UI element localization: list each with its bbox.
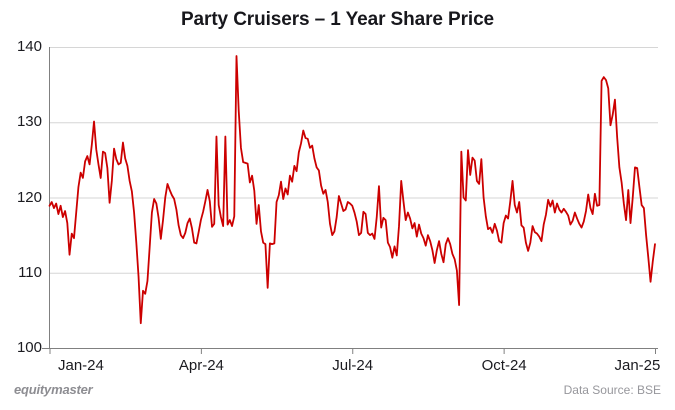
axes-group bbox=[42, 47, 658, 349]
x-tick-label: Jul-24 bbox=[332, 357, 374, 374]
brand-watermark: equitymaster bbox=[14, 382, 93, 397]
y-tick-label: 110 bbox=[18, 263, 42, 281]
y-tick-label: 100 bbox=[16, 339, 42, 356]
chart-title: Party Cruisers – 1 Year Share Price bbox=[180, 9, 495, 30]
x-tick-label: Jan-24 bbox=[58, 357, 104, 374]
data-source-label: Data Source: BSE bbox=[563, 383, 661, 397]
y-tick-label: 130 bbox=[16, 113, 42, 131]
x-tick-marks bbox=[49, 348, 656, 354]
gridlines-group bbox=[49, 47, 658, 274]
x-tick-label: Jan-25 bbox=[614, 357, 661, 374]
price-line-series bbox=[48, 55, 656, 325]
y-tick-label: 140 bbox=[16, 38, 42, 55]
y-tick-label: 120 bbox=[16, 188, 42, 206]
x-tick-label: Apr-24 bbox=[178, 357, 224, 374]
x-tick-label: Oct-24 bbox=[481, 357, 527, 374]
